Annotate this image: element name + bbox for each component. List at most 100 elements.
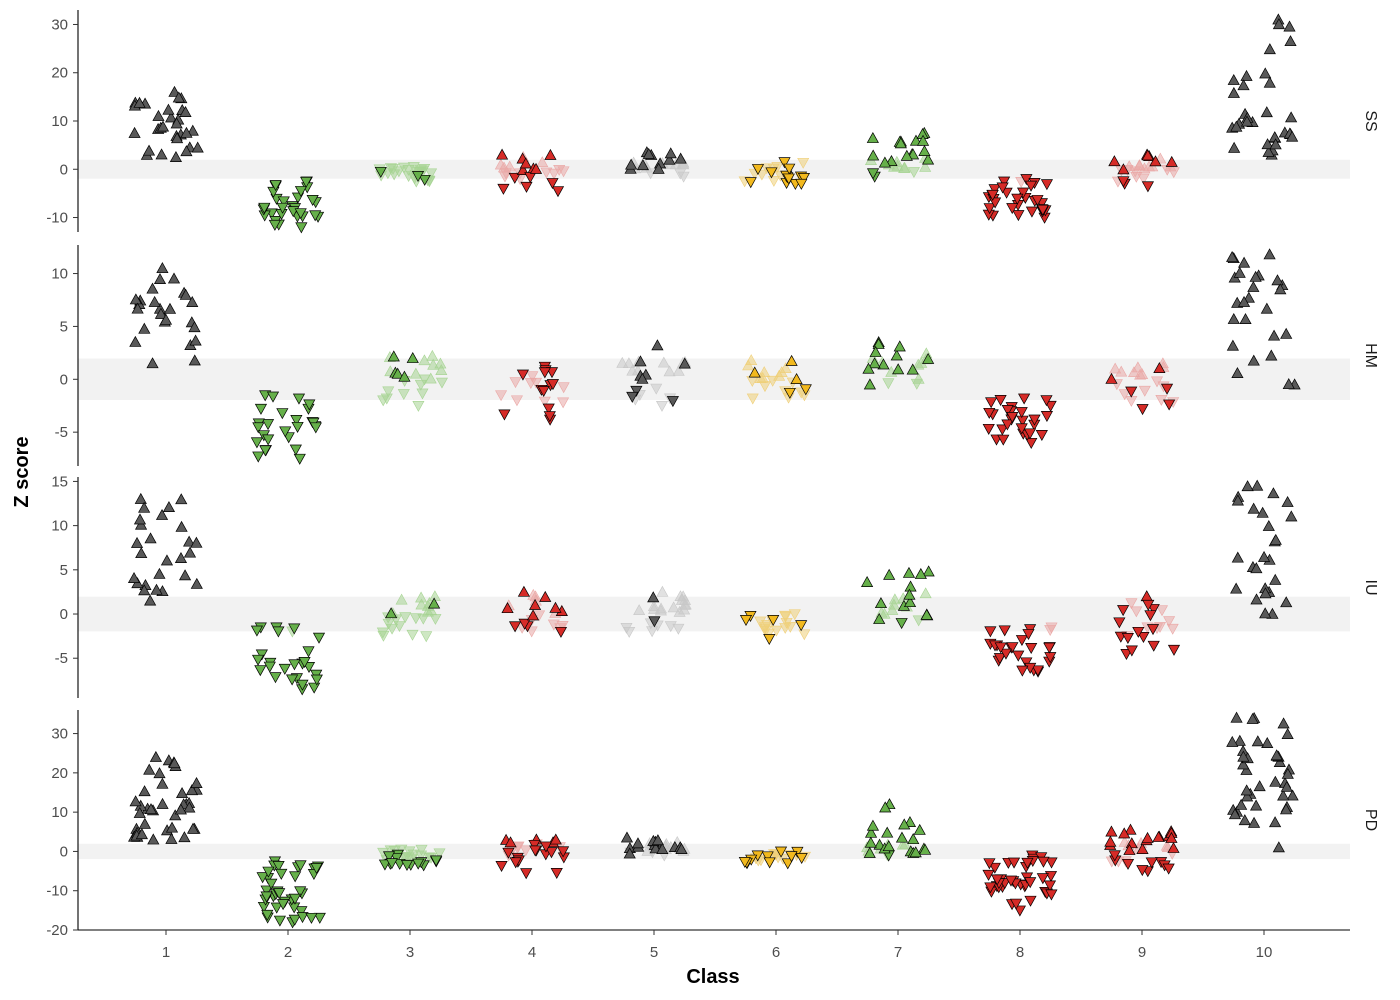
data-point xyxy=(411,171,425,182)
faded-point xyxy=(1166,623,1179,635)
faded-point xyxy=(1125,598,1138,610)
faded-point xyxy=(557,382,570,394)
data-point xyxy=(1120,649,1133,661)
points-ss xyxy=(128,13,1299,234)
data-point xyxy=(1267,487,1280,499)
data-point xyxy=(387,350,400,362)
data-point xyxy=(642,147,655,159)
data-point xyxy=(165,821,179,833)
data-point xyxy=(138,817,151,829)
data-point xyxy=(288,893,302,905)
y-tick-label: 0 xyxy=(60,161,68,178)
data-point xyxy=(1268,816,1282,828)
data-point xyxy=(138,785,151,797)
data-point xyxy=(1226,339,1239,351)
data-point xyxy=(149,750,162,762)
data-point xyxy=(1273,756,1286,767)
data-point xyxy=(546,379,560,391)
data-point xyxy=(863,378,876,390)
data-point xyxy=(495,861,508,872)
data-point xyxy=(1036,204,1049,216)
data-point xyxy=(913,823,926,835)
data-point xyxy=(252,422,265,434)
data-point xyxy=(1152,830,1165,842)
faded-point xyxy=(498,161,511,173)
data-point xyxy=(170,132,184,144)
data-point xyxy=(1227,73,1240,85)
data-point xyxy=(516,164,530,175)
data-point xyxy=(994,642,1007,654)
data-point xyxy=(183,546,197,558)
faded-point xyxy=(758,381,771,393)
data-point xyxy=(186,124,199,136)
data-point xyxy=(168,757,181,769)
data-point xyxy=(539,841,553,853)
data-point xyxy=(1015,423,1028,435)
data-point xyxy=(1016,665,1029,677)
data-point xyxy=(1226,250,1239,262)
data-point xyxy=(1260,106,1273,118)
data-point xyxy=(270,902,283,914)
facet-label-iu: IU xyxy=(1362,580,1379,596)
data-point xyxy=(1247,280,1260,292)
data-point xyxy=(258,202,271,214)
faded-point xyxy=(912,358,925,370)
data-point xyxy=(1013,905,1026,917)
x-tick-label: 3 xyxy=(406,944,414,961)
faded-point xyxy=(1130,606,1143,618)
data-point xyxy=(1263,248,1276,260)
data-point xyxy=(285,674,299,686)
data-point xyxy=(152,109,165,121)
data-point xyxy=(1132,626,1145,638)
data-point xyxy=(984,626,997,638)
data-point xyxy=(1283,20,1296,32)
data-point xyxy=(869,345,882,357)
data-point xyxy=(636,159,650,171)
faded-point xyxy=(377,395,390,407)
data-point xyxy=(674,152,687,164)
data-point xyxy=(294,860,307,872)
data-point xyxy=(1012,650,1025,662)
faded-point xyxy=(427,358,440,370)
data-point xyxy=(1271,274,1284,286)
data-point xyxy=(131,302,144,314)
faded-point xyxy=(663,365,676,377)
data-point xyxy=(1121,858,1135,870)
data-point xyxy=(418,174,431,186)
x-tick-label: 4 xyxy=(528,944,536,961)
data-point xyxy=(634,355,647,367)
data-point xyxy=(1045,857,1058,869)
faded-point xyxy=(919,587,932,599)
data-point xyxy=(785,851,798,863)
data-point xyxy=(542,403,555,415)
data-point xyxy=(549,601,562,613)
data-point xyxy=(520,181,533,193)
faded-point xyxy=(1118,835,1131,847)
data-point xyxy=(256,872,269,884)
y-tick-label: 5 xyxy=(60,562,68,579)
data-point xyxy=(648,616,661,628)
facet-label-ss: SS xyxy=(1362,110,1379,131)
data-point xyxy=(382,851,396,863)
data-point xyxy=(1228,808,1242,820)
data-point xyxy=(153,767,166,779)
data-point xyxy=(262,866,275,878)
data-point xyxy=(1262,519,1275,531)
y-tick-label: -10 xyxy=(46,883,68,900)
faded-point xyxy=(1163,616,1176,628)
data-point xyxy=(1230,711,1243,723)
faded-point xyxy=(798,629,811,641)
data-point xyxy=(550,868,563,880)
data-point xyxy=(260,891,273,903)
y-tick-label: -20 xyxy=(46,922,68,939)
data-point xyxy=(1125,386,1138,398)
data-point xyxy=(524,172,537,184)
data-point xyxy=(178,569,192,581)
data-point xyxy=(498,409,511,421)
data-point xyxy=(1251,479,1264,491)
data-point xyxy=(156,120,170,132)
data-point xyxy=(385,607,398,619)
data-point xyxy=(1226,735,1239,747)
data-point xyxy=(998,625,1011,637)
faded-point xyxy=(530,377,543,389)
